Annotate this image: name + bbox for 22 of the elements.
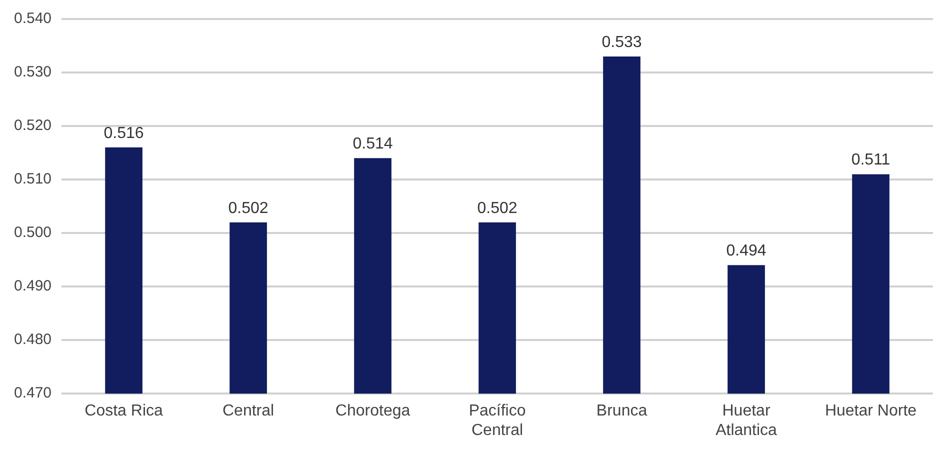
x-tick-label: Brunca bbox=[596, 402, 648, 420]
y-tick-label: 0.530 bbox=[14, 64, 52, 81]
y-tick-label: 0.540 bbox=[14, 10, 52, 28]
y-tick-label: 0.510 bbox=[14, 170, 52, 188]
data-label: 0.502 bbox=[228, 200, 268, 217]
data-label: 0.514 bbox=[352, 136, 393, 153]
x-tick-label: Pacífico Central bbox=[468, 402, 526, 439]
y-tick-label: 0.490 bbox=[14, 278, 52, 295]
y-tick-label: 0.480 bbox=[14, 331, 52, 348]
x-tick-label: Chorotega bbox=[335, 402, 410, 420]
x-tick-label: Huetar Norte bbox=[824, 402, 917, 420]
y-tick-label: 0.520 bbox=[14, 117, 52, 134]
y-tick-label: 0.470 bbox=[14, 384, 52, 402]
data-label: 0.516 bbox=[104, 124, 144, 142]
data-label: 0.502 bbox=[477, 200, 518, 217]
x-tick-label: Huetar Atlantica bbox=[716, 402, 778, 439]
data-label: 0.533 bbox=[602, 34, 642, 51]
data-label: 0.494 bbox=[726, 242, 766, 260]
y-tick-label: 0.500 bbox=[14, 224, 52, 242]
data-label: 0.511 bbox=[851, 152, 890, 169]
x-tick-label: Central bbox=[222, 402, 274, 420]
x-tick-label: Costa Rica bbox=[84, 402, 164, 420]
